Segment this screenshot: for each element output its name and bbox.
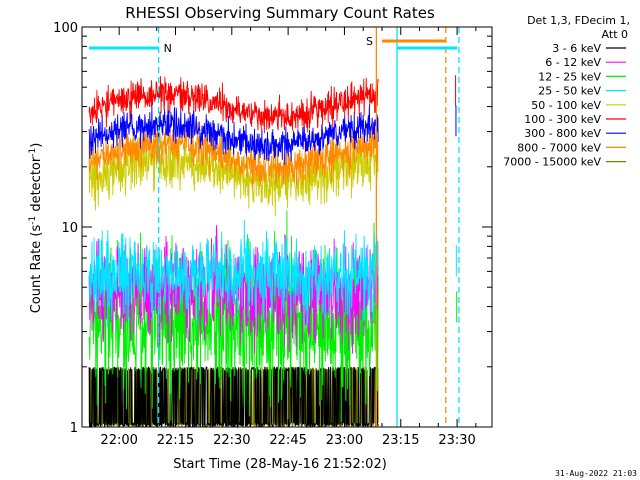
saa-flag-label: S xyxy=(366,35,373,48)
x-tick-label: 22:15 xyxy=(157,433,194,448)
x-tick-label: 23:00 xyxy=(326,433,363,448)
night-flag-label: N xyxy=(164,42,172,55)
y-label-mid: detector xyxy=(29,156,44,216)
chart-title: RHESSI Observing Summary Count Rates xyxy=(125,4,435,22)
legend-label: 7000 - 15000 keV xyxy=(503,156,601,169)
y-axis-label: Count Rate (s-1 detector-1) xyxy=(28,143,44,314)
y-tick-label: 1 xyxy=(70,421,78,436)
x-tick-label: 23:15 xyxy=(382,433,419,448)
footer-date: 31-Aug-2022 21:03 xyxy=(555,469,637,478)
legend-label: 800 - 7000 keV xyxy=(517,141,601,154)
y-tick-label: 10 xyxy=(61,221,78,236)
y-axis-ticks: 1 10 100 xyxy=(53,21,492,436)
x-tick-label: 23:30 xyxy=(438,433,475,448)
plot-area: NS xyxy=(81,26,493,429)
legend-label: 6 - 12 keV xyxy=(545,56,601,69)
legend-label: 300 - 800 keV xyxy=(524,127,601,140)
legend-label: 50 - 100 keV xyxy=(531,99,601,112)
legend-label: 3 - 6 keV xyxy=(552,42,601,55)
legend-label: 25 - 50 keV xyxy=(538,85,601,98)
series-line xyxy=(88,219,379,328)
series-line xyxy=(88,76,379,134)
x-axis-label: Start Time (28-May-16 21:52:02) xyxy=(173,457,387,472)
legend-header-line1: Det 1,3, FDecim 1, xyxy=(527,14,630,27)
y-label-sup1: -1 xyxy=(28,216,38,225)
svg-text:Count Rate (s-1 detector-1): Count Rate (s-1 detector-1) xyxy=(28,143,44,314)
x-tick-label: 22:45 xyxy=(269,433,306,448)
legend-label: 100 - 300 keV xyxy=(524,113,601,126)
x-tick-label: 22:00 xyxy=(100,433,137,448)
series-line xyxy=(88,100,379,165)
y-tick-label: 100 xyxy=(53,21,78,36)
legend-label: 12 - 25 keV xyxy=(538,70,601,83)
y-label-main: Count Rate (s xyxy=(29,225,44,314)
series-line xyxy=(88,225,379,354)
x-axis-ticks: 22:00 22:15 22:30 22:45 23:00 23:15 23:30 xyxy=(99,27,477,448)
legend-header-line2: Att 0 xyxy=(602,28,628,41)
y-label-sup2: -1 xyxy=(28,148,38,157)
series-line xyxy=(88,365,379,429)
y-label-end: ) xyxy=(29,143,44,148)
x-tick-label: 22:30 xyxy=(213,433,250,448)
